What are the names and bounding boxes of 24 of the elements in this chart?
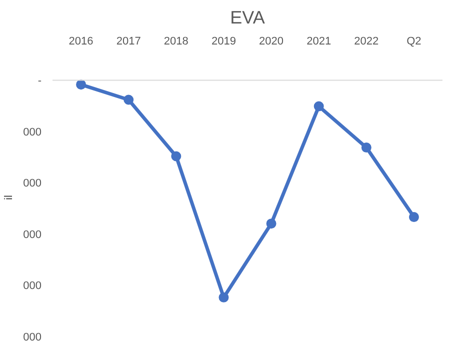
x-tick-label: 2016	[68, 36, 94, 48]
point	[266, 218, 276, 229]
x-tick-label: Q2	[406, 36, 422, 48]
point	[76, 80, 86, 90]
text: 000	[23, 126, 42, 138]
x-tick-label: 2022	[354, 36, 379, 48]
x-tick-label: 2019	[211, 36, 236, 48]
text: 000	[23, 280, 42, 292]
x-tick-label: 2021	[306, 36, 332, 48]
point	[314, 101, 324, 112]
point	[124, 94, 134, 105]
y-axis-title: il	[3, 195, 16, 200]
text: -	[38, 75, 42, 88]
text: 000	[23, 178, 42, 190]
point	[218, 292, 229, 302]
x-tick-label: 2017	[116, 36, 141, 48]
point	[171, 151, 182, 162]
text: 000	[23, 228, 42, 241]
x-tick-label: 2018	[164, 36, 188, 48]
text: 000	[23, 332, 42, 341]
chart-title: EVA	[230, 8, 265, 28]
x-tick-label: 2020	[259, 36, 284, 48]
point	[408, 212, 419, 222]
point	[361, 142, 372, 153]
